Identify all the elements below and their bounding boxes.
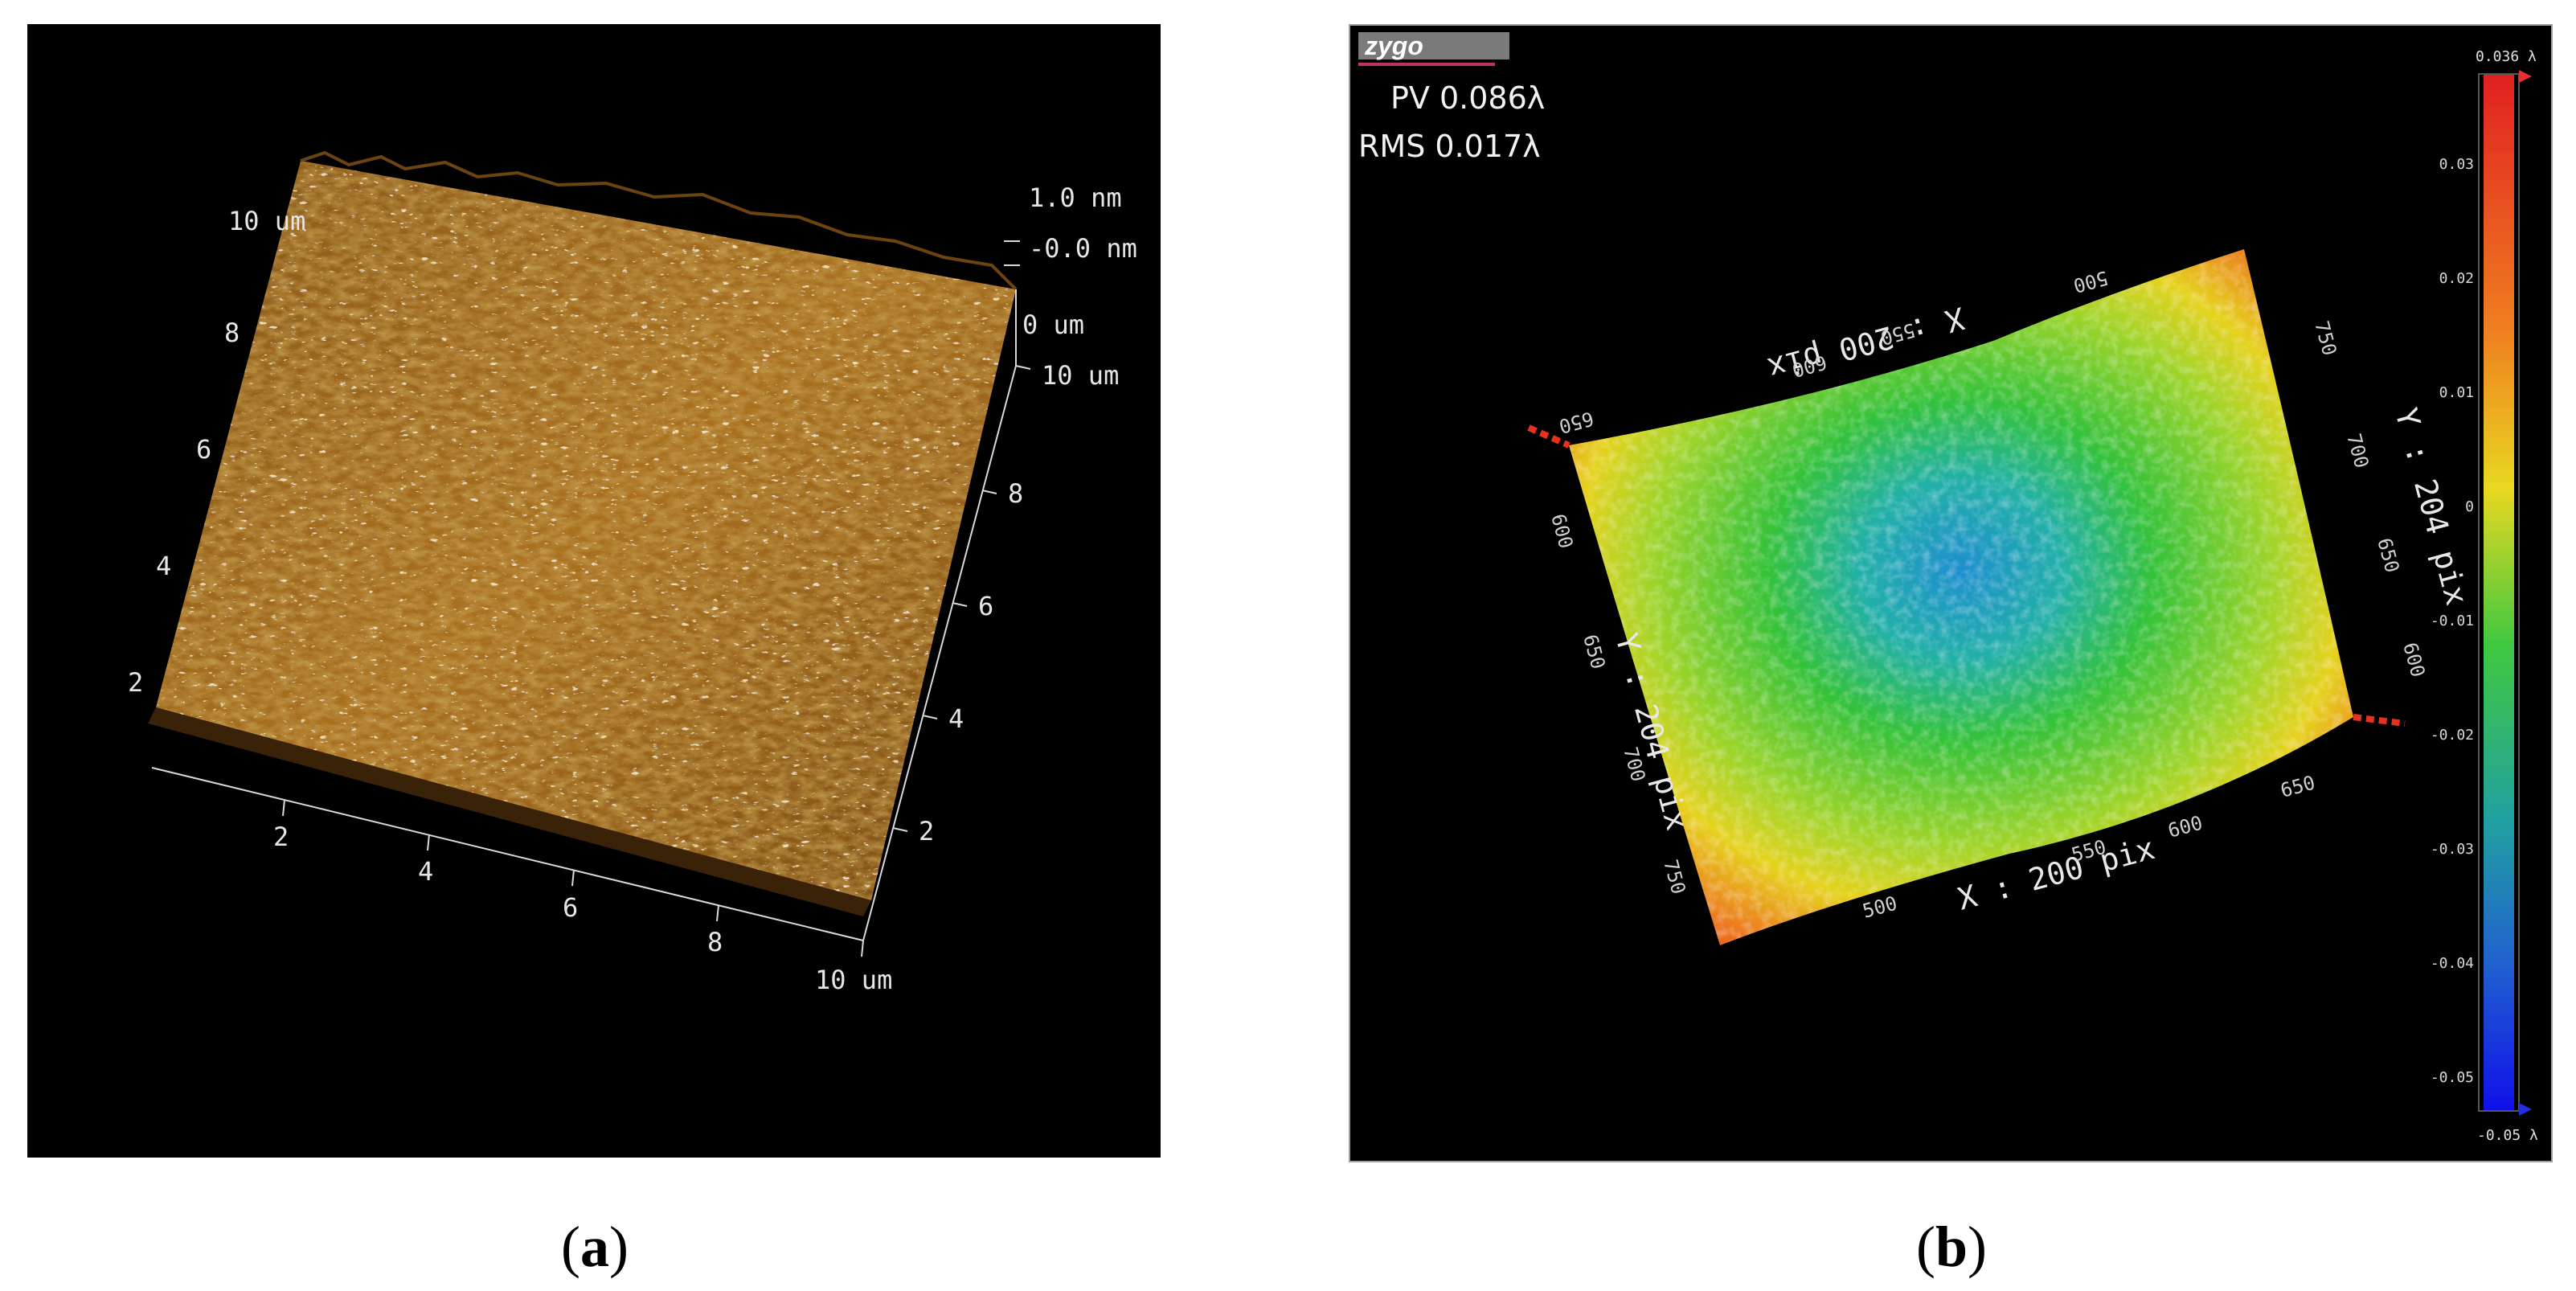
- afm-left-tick: 2: [128, 667, 143, 698]
- afm-right-tick: 4: [948, 703, 964, 734]
- afm-left-tick: 6: [196, 434, 211, 465]
- afm-left-tick: 10 um: [228, 206, 305, 236]
- colorbar-tick: -0.03: [2431, 841, 2474, 858]
- afm-bottom-tick: 10 um: [815, 965, 892, 995]
- pv-value: PV 0.086λ: [1390, 80, 1546, 116]
- colorbar-top-label: 0.036 λ: [2476, 48, 2537, 65]
- zygo-logo: zygo: [1358, 32, 1509, 59]
- x-tick: 600: [2165, 812, 2205, 842]
- y-tick-right: 600: [2398, 640, 2429, 679]
- afm-left-tick: 8: [224, 318, 240, 348]
- colorbar-tick: -0.05: [2431, 1069, 2474, 1086]
- y-tick-right: 650: [2373, 535, 2403, 575]
- rms-value: RMS 0.017λ: [1358, 129, 1541, 164]
- afm-3d-plot: 1.0 nm -0.0 nm 0 um 10 um 8 6 4 2 10 um …: [128, 150, 1137, 995]
- y-axis-label-right: Y : 204 pix: [2388, 404, 2475, 609]
- afm-right-tick: 8: [1008, 478, 1023, 509]
- corner-marker: [2353, 714, 2406, 727]
- colorbar: [2484, 74, 2514, 1111]
- colorbar-tick: 0.01: [2439, 384, 2474, 401]
- corner-marker: [1527, 424, 1571, 449]
- colorbar-tick: 0.03: [2439, 156, 2474, 173]
- afm-bottom-tick: 6: [563, 892, 578, 923]
- afm-left-tick: 4: [156, 551, 171, 581]
- afm-surface-panel: 1.0 nm -0.0 nm 0 um 10 um 8 6 4 2 10 um …: [27, 24, 1161, 1158]
- zygo-map-panel: zygo PV 0.086λ RMS 0.017λ: [1349, 24, 2553, 1162]
- y-tick: 650: [1579, 632, 1609, 671]
- zygo-3d-map: X : 200 pix Y : 204 pix X : 200 pix Y : …: [1527, 48, 2538, 1144]
- colorbar-tick: 0: [2465, 498, 2474, 515]
- logo-underline: [1358, 63, 1495, 66]
- afm-bottom-tick: 8: [707, 927, 723, 957]
- afm-front-skirt: [148, 707, 871, 916]
- afm-z-label-mid: -0.0 nm: [1029, 233, 1137, 264]
- y-tick: 750: [1659, 857, 1689, 896]
- afm-bottom-tick: 4: [418, 856, 433, 887]
- afm-right-tick: 2: [919, 816, 934, 846]
- colorbar-min-marker: [2519, 1103, 2532, 1116]
- x-tick-top: 650: [1557, 407, 1596, 437]
- caption-a: (a): [561, 1215, 629, 1279]
- colorbar-tick: -0.01: [2431, 613, 2474, 629]
- caption-b: (b): [1915, 1215, 1987, 1279]
- afm-z-label-zero: 0 um: [1022, 309, 1084, 340]
- colorbar-tick: 0.02: [2439, 270, 2474, 287]
- y-tick: 600: [1546, 511, 1577, 551]
- colorbar-tick: -0.04: [2431, 955, 2474, 972]
- x-tick: 500: [1860, 892, 1899, 923]
- colorbar-max-marker: [2519, 70, 2532, 83]
- afm-bottom-tick: 2: [273, 822, 289, 852]
- afm-right-tick: 10 um: [1042, 360, 1119, 391]
- colorbar-bottom-label: -0.05 λ: [2477, 1127, 2538, 1144]
- y-tick-right: 750: [2310, 318, 2341, 358]
- x-tick-top: 500: [2071, 266, 2111, 297]
- afm-right-tick: 6: [978, 591, 993, 621]
- afm-z-label-top: 1.0 nm: [1029, 182, 1122, 213]
- afm-axes: [151, 240, 1031, 957]
- colorbar-tick: -0.02: [2431, 727, 2474, 744]
- y-tick-right: 700: [2342, 431, 2373, 470]
- x-tick: 650: [2278, 772, 2317, 802]
